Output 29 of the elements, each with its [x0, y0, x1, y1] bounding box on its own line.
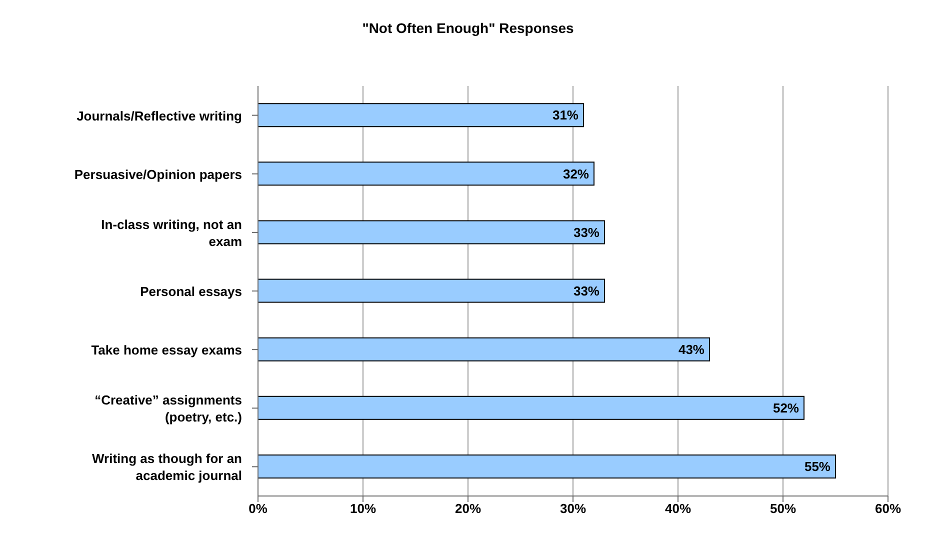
x-tick-label: 0%: [248, 501, 268, 516]
bar: [258, 162, 594, 186]
x-tick-label: 20%: [454, 501, 482, 516]
x-tick-label: 40%: [664, 501, 692, 516]
data-label: 33%: [573, 283, 600, 298]
bar: [258, 220, 605, 244]
y-tick-label: Writing as though for an academic journal: [92, 450, 242, 483]
bar: [258, 396, 804, 420]
chart-title: "Not Often Enough" Responses: [361, 20, 575, 36]
x-tick-label: 50%: [770, 501, 796, 516]
x-tick-label: 60%: [874, 501, 902, 516]
y-tick-label: “Creative” assignments (poetry, etc.): [94, 392, 242, 424]
bar: [258, 278, 605, 303]
y-tick-label: Personal essays: [140, 284, 242, 298]
x-tick-label: 10%: [350, 501, 376, 516]
y-tick-label: Journals/Reflective writing: [76, 108, 242, 123]
bar: [258, 337, 710, 362]
y-tick-label: Take home essay exams: [91, 342, 242, 358]
data-label: 31%: [552, 108, 579, 123]
data-label: 55%: [804, 459, 831, 474]
data-label: 43%: [678, 342, 705, 357]
data-label: 32%: [562, 166, 590, 182]
data-label: 33%: [573, 224, 600, 240]
y-tick-label: In-class writing, not an exam: [101, 216, 242, 248]
bar: [258, 103, 584, 128]
data-label: 52%: [772, 400, 800, 416]
y-tick-label: Persuasive/Opinion papers: [74, 166, 242, 182]
x-tick-label: 30%: [560, 501, 586, 516]
bar: [258, 454, 836, 478]
